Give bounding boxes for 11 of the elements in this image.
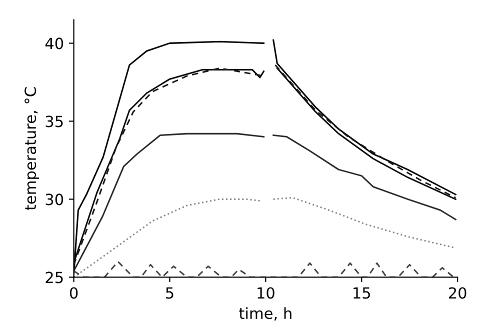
y-tick-label: 40 — [45, 38, 64, 50]
y-tick-label: 25 — [46, 272, 63, 284]
x-tick-label: 20 — [448, 287, 466, 299]
x-tick-label: 10 — [258, 287, 274, 299]
x-axis-title: time, h — [239, 307, 292, 321]
y-tick-label: 35 — [46, 116, 63, 128]
y-axis-title: temperature, °C — [24, 87, 40, 210]
x-tick-label: 0 — [70, 287, 78, 299]
x-tick-label: 5 — [166, 287, 174, 299]
x-tick-label: 15 — [354, 287, 370, 299]
y-tick-label: 30 — [46, 194, 64, 206]
